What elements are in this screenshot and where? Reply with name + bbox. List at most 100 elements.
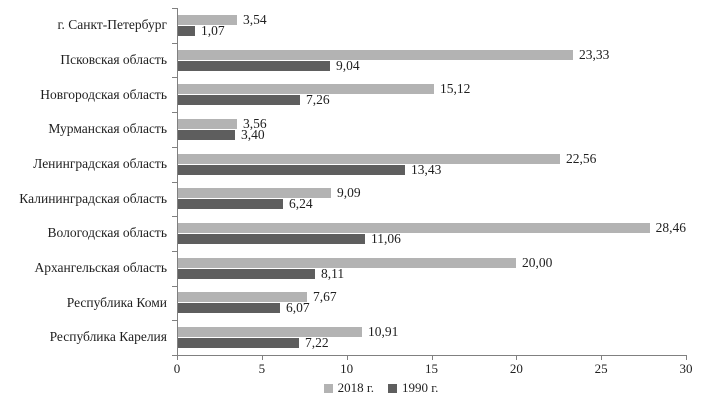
x-axis-tick-label: 25 <box>594 361 608 376</box>
chart-row: Республика Карелия 10,91 7,22 <box>0 320 714 355</box>
x-axis-tick <box>516 355 518 360</box>
bar-line: 9,04 <box>177 57 686 73</box>
category-label: Ленинградская область <box>33 156 167 171</box>
bar-line: 8,11 <box>177 265 686 281</box>
category-label: Республика Карелия <box>49 329 167 345</box>
x-axis-tick <box>177 355 178 360</box>
bar-2018 <box>177 257 516 268</box>
chart-row: Псковская область 23,33 9,04 <box>0 43 714 78</box>
bar-2018 <box>177 153 560 164</box>
bar-1990 <box>177 95 300 106</box>
bar-2018 <box>177 14 237 25</box>
value-label: 22,56 <box>566 150 597 166</box>
bar-pair: 9,09 6,24 <box>177 185 686 211</box>
bar-pair: 3,54 1,07 <box>177 12 686 38</box>
bar-pair: 10,91 7,22 <box>177 324 686 350</box>
bar-pair: 20,00 8,11 <box>177 254 686 281</box>
value-label: 7,26 <box>306 92 330 108</box>
bar-1990 <box>177 164 405 175</box>
bar-line: 9,09 <box>177 185 686 201</box>
bar-2018 <box>177 49 573 60</box>
bar-line: 6,07 <box>177 300 686 316</box>
bar-line: 7,26 <box>177 92 686 108</box>
bar-1990 <box>177 303 280 314</box>
x-axis-tick <box>686 355 687 360</box>
y-axis-tick <box>172 42 177 44</box>
bar-2018 <box>177 222 650 233</box>
value-label: 9,04 <box>336 57 360 73</box>
chart-row: Республика Коми 7,67 6,07 <box>0 286 714 321</box>
bar-line: 10,91 <box>177 324 686 340</box>
value-label: 20,00 <box>522 254 553 270</box>
bar-1990 <box>177 268 315 279</box>
category-label: Новгородская область <box>40 86 167 102</box>
value-label: 11,06 <box>371 230 401 246</box>
y-axis-tick <box>172 8 177 9</box>
x-axis-line <box>174 355 687 356</box>
category-label: Архангельская область <box>34 260 167 276</box>
bar-pair: 3,56 3,40 <box>177 115 686 142</box>
chart-row: Калининградская область 9,09 6,24 <box>0 181 714 216</box>
y-axis-tick <box>172 77 177 79</box>
x-axis-tick-label: 30 <box>679 361 693 376</box>
value-label: 3,56 <box>243 115 267 131</box>
x-axis-tick-label: 0 <box>173 361 181 376</box>
value-label: 6,07 <box>286 300 310 316</box>
bar-line: 6,24 <box>177 196 686 211</box>
chart-row: Ленинградская область 22,56 13,43 <box>0 147 714 182</box>
bar-line: 20,00 <box>177 254 686 270</box>
bar-line: 15,12 <box>177 81 686 96</box>
legend-item: 1990 г. <box>388 380 438 396</box>
legend-label: 2018 г. <box>337 380 374 395</box>
bar-line: 11,06 <box>177 230 686 246</box>
category-label: Псковская область <box>60 51 167 67</box>
bar-1990 <box>177 338 299 349</box>
value-label: 3,40 <box>241 126 265 142</box>
bar-2018 <box>177 118 237 129</box>
legend-swatch-icon <box>323 383 333 393</box>
legend-label: 1990 г. <box>402 380 439 395</box>
bar-1990 <box>177 199 283 210</box>
value-label: 8,11 <box>321 265 345 281</box>
legend-item: 2018 г. <box>323 380 374 396</box>
bar-2018 <box>177 292 307 303</box>
bar-1990 <box>177 129 235 140</box>
chart-row: Мурманская область 3,56 3,40 <box>0 112 714 147</box>
bar-2018 <box>177 188 331 199</box>
bar-line: 23,33 <box>177 47 686 62</box>
y-axis-line <box>177 8 178 355</box>
chart-row: г. Санкт-Петербург 3,54 1,07 <box>0 8 714 43</box>
chart-rows: г. Санкт-Петербург 3,54 1,07 Псковская обла… <box>0 8 714 355</box>
value-label: 9,09 <box>337 185 361 201</box>
bar-line: 7,22 <box>177 335 686 350</box>
x-axis-tick <box>346 355 348 360</box>
bar-pair: 15,12 7,26 <box>177 81 686 108</box>
y-axis-tick <box>172 216 177 218</box>
category-label: Калининградская область <box>19 190 167 206</box>
bar-line: 7,67 <box>177 289 686 304</box>
value-label: 13,43 <box>411 161 442 177</box>
value-label: 10,91 <box>368 324 399 340</box>
bar-line: 22,56 <box>177 150 686 166</box>
x-axis-tick-label: 15 <box>425 361 438 376</box>
bar-1990 <box>177 60 330 71</box>
y-axis-tick <box>172 285 177 287</box>
x-axis-tick <box>261 355 263 360</box>
chart-row: Архангельская область 20,00 8,11 <box>0 251 714 286</box>
value-label: 28,46 <box>655 219 686 235</box>
chart-legend: 2018 г. 1990 г. <box>24 380 714 396</box>
bar-pair: 22,56 13,43 <box>177 150 686 177</box>
bar-pair: 28,46 11,06 <box>177 219 686 246</box>
y-axis-tick <box>172 181 177 183</box>
bar-line: 1,07 <box>177 23 686 38</box>
y-axis-tick <box>172 112 177 114</box>
bar-line: 3,54 <box>177 12 686 27</box>
bar-line: 3,56 <box>177 115 686 131</box>
legend-swatch-icon <box>388 383 397 393</box>
x-axis-tick-label: 10 <box>340 361 354 376</box>
bar-line: 28,46 <box>177 219 686 235</box>
x-axis-tick <box>601 355 603 360</box>
bar-pair: 23,33 9,04 <box>177 47 686 73</box>
bar-pair: 7,67 6,07 <box>177 289 686 316</box>
